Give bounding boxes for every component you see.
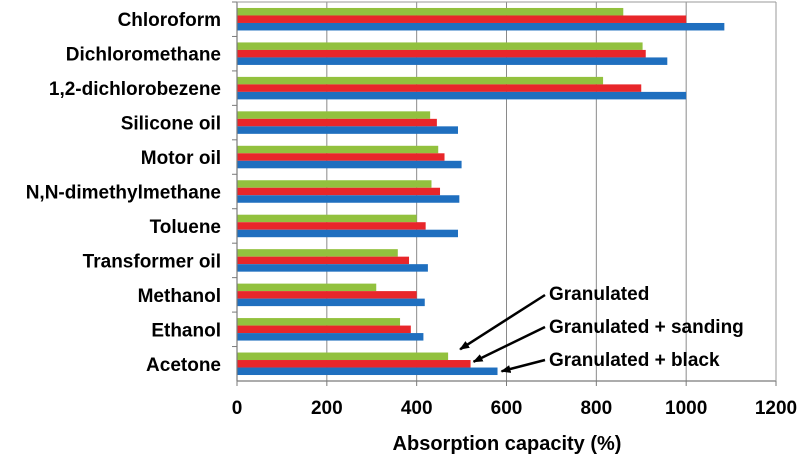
- annotations: Granulated Granulated + sanding Granulated…: [459, 284, 744, 373]
- x-tick-label: 1200: [755, 398, 797, 419]
- annotation-label: Granulated: [549, 284, 649, 305]
- bar: [237, 283, 377, 292]
- category-label: Chloroform: [118, 10, 221, 31]
- annotation-arrow: [500, 358, 546, 373]
- bar: [237, 22, 725, 31]
- bar: [237, 325, 411, 334]
- bar: [237, 256, 410, 265]
- category-label: Transformer oil: [83, 251, 221, 272]
- bar: [237, 367, 498, 376]
- category-label: N,N-dimethylmethane: [26, 183, 221, 204]
- bar: [237, 214, 417, 223]
- annotation-arrow: [459, 293, 546, 351]
- bar: [237, 222, 426, 230]
- bar: [237, 291, 417, 299]
- category-label: Ethanol: [151, 320, 221, 341]
- axes: [232, 1, 777, 386]
- bar: [237, 126, 458, 134]
- bar: [237, 42, 643, 50]
- bar: [237, 249, 398, 257]
- bar: [237, 187, 441, 196]
- bar: [237, 49, 646, 58]
- x-tick-label: 800: [580, 398, 612, 419]
- bar: [237, 352, 449, 361]
- bar: [237, 145, 439, 154]
- bar: [237, 76, 604, 85]
- category-label: Methanol: [138, 286, 221, 307]
- annotation-label: Granulated + black: [549, 350, 720, 371]
- bar: [237, 91, 687, 100]
- bar: [237, 229, 458, 238]
- category-label: 1,2-dichlorobezene: [49, 79, 221, 100]
- bar: [237, 57, 668, 65]
- category-label: Dichloromethane: [66, 45, 221, 66]
- bar: [237, 15, 687, 23]
- category-label: Acetone: [146, 355, 221, 376]
- bars: [237, 7, 725, 376]
- category-label: Motor oil: [141, 148, 221, 169]
- bar: [237, 360, 471, 368]
- annotation-arrow: [472, 325, 546, 363]
- bar: [237, 333, 424, 341]
- bar: [237, 180, 432, 188]
- bar: [237, 264, 428, 272]
- x-tick-labels: 0 200 400 600 800 1000 1200: [232, 398, 797, 419]
- category-label: Toluene: [150, 217, 221, 238]
- bar: [237, 195, 460, 203]
- category-labels: Chloroform Dichloromethane 1,2-dichlorobez…: [26, 10, 221, 376]
- annotation-label: Granulated + sanding: [549, 317, 744, 338]
- x-tick-label: 1000: [665, 398, 707, 419]
- bar: [237, 153, 445, 161]
- x-tick-label: 400: [401, 398, 433, 419]
- bar: [237, 7, 624, 16]
- bar: [237, 111, 431, 119]
- bar: [237, 118, 437, 127]
- bar: [237, 84, 642, 92]
- x-axis-title: Absorption capacity (%): [393, 433, 622, 455]
- bar: [237, 298, 425, 307]
- x-tick-label: 200: [311, 398, 343, 419]
- bar: [237, 160, 462, 169]
- category-label: Silicone oil: [121, 114, 221, 135]
- x-tick-label: 600: [491, 398, 523, 419]
- x-tick-label: 0: [232, 398, 243, 419]
- bar: [237, 318, 401, 326]
